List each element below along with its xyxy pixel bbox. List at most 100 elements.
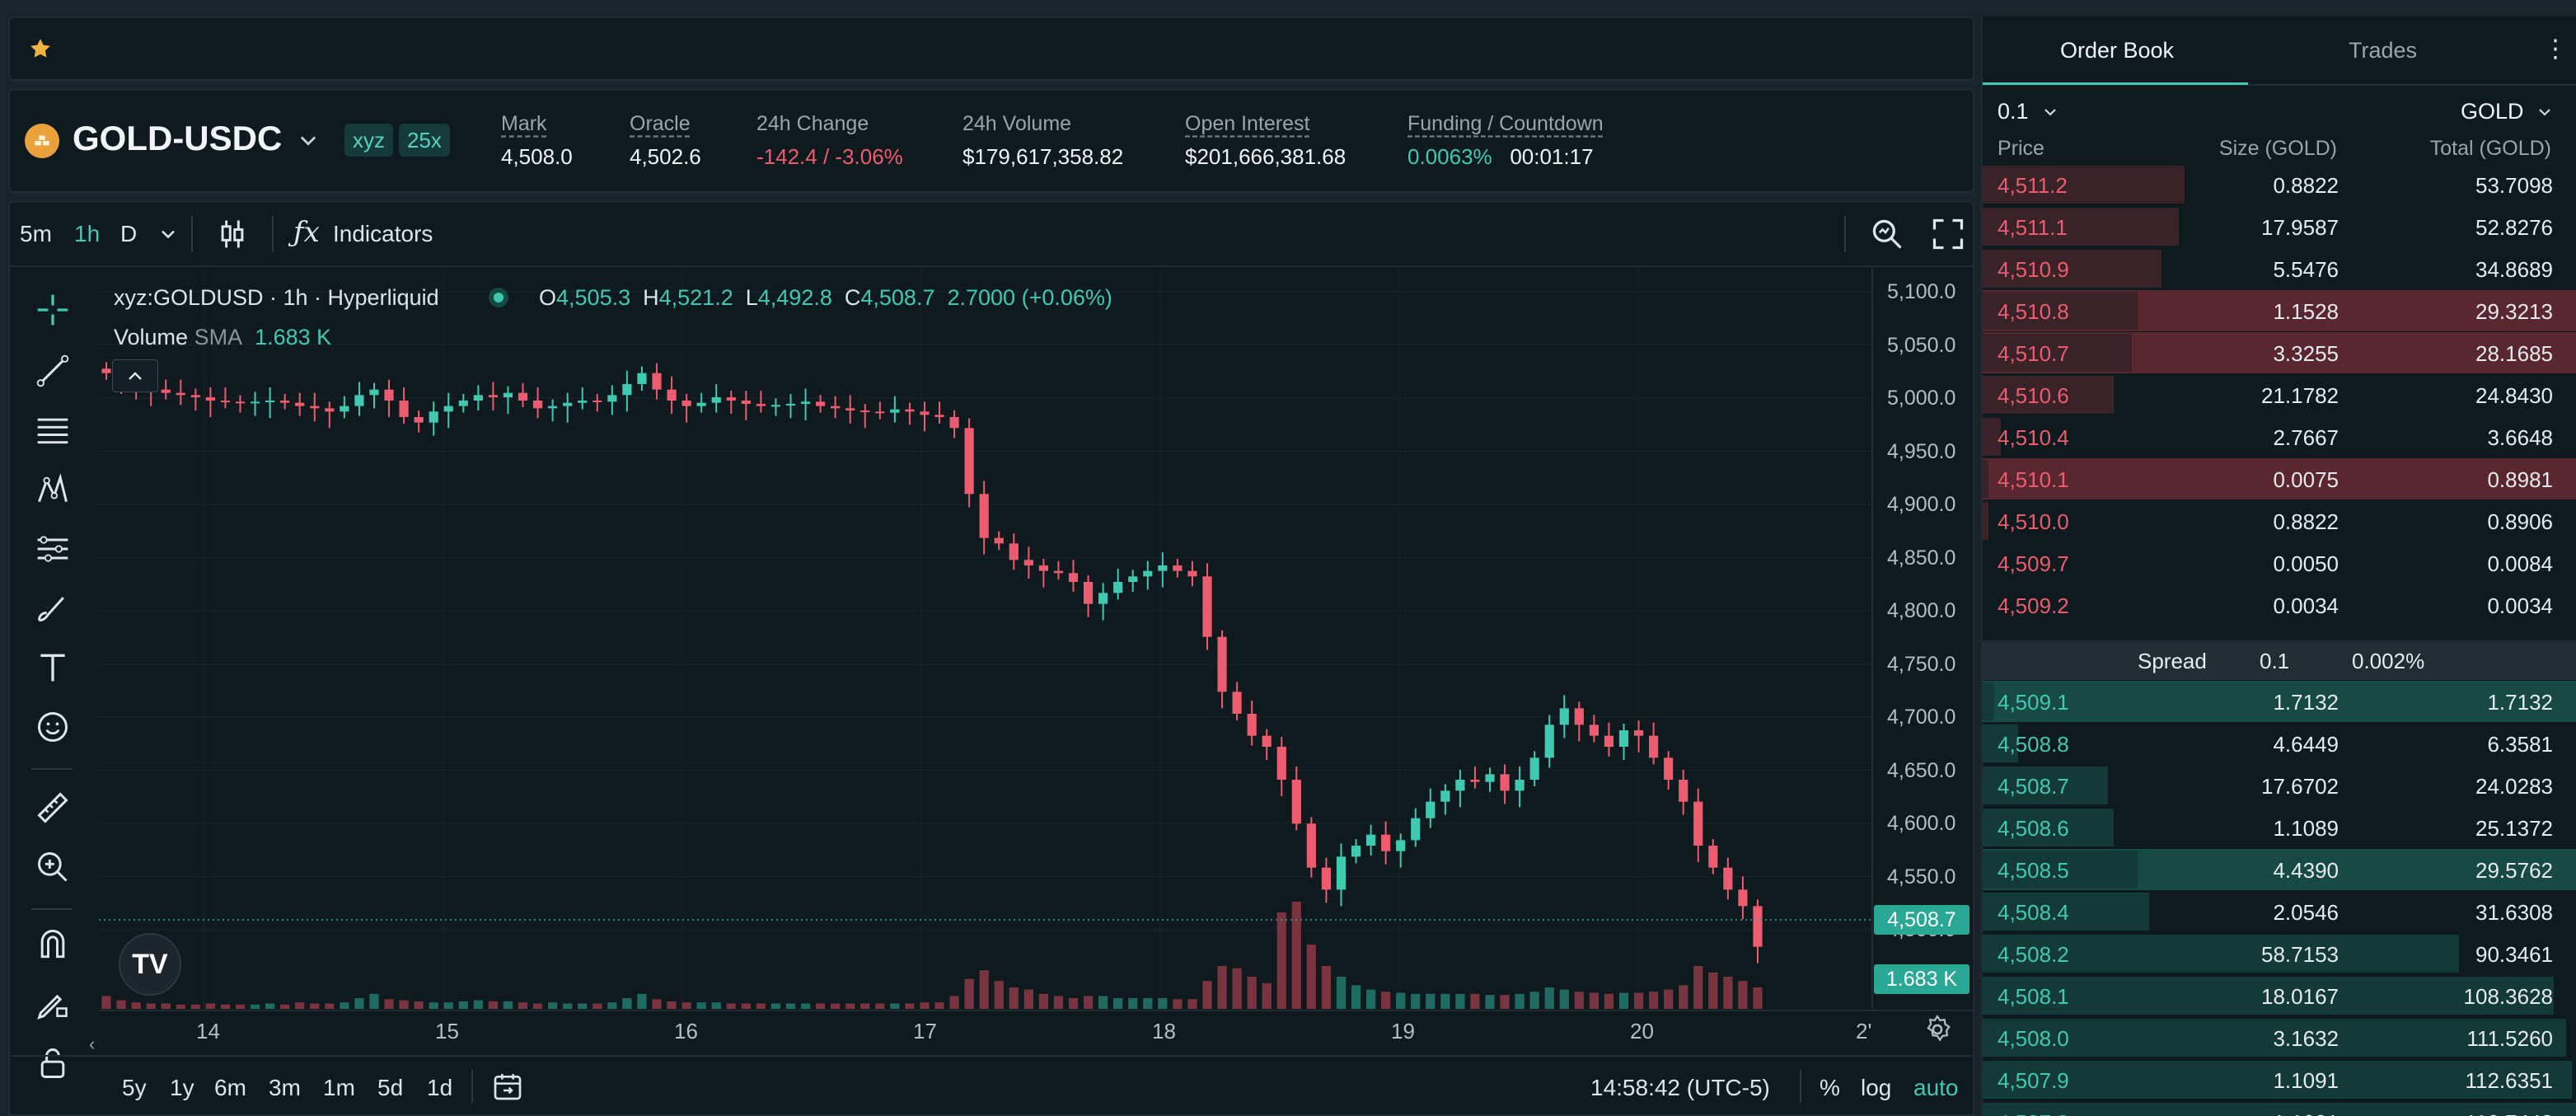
candle-body bbox=[1128, 576, 1138, 582]
tradingview-logo[interactable]: TV bbox=[119, 933, 181, 996]
candle-body bbox=[1158, 565, 1168, 571]
ask-row[interactable]: 4,510.0 0.8822 0.8906 bbox=[1983, 500, 2576, 542]
bid-row[interactable]: 4,508.7 17.6702 24.0283 bbox=[1983, 765, 2576, 806]
ask-row[interactable]: 4,511.1 17.9587 52.8276 bbox=[1983, 206, 2576, 247]
tab-trades[interactable]: Trades bbox=[2349, 38, 2418, 63]
toolbar-divider bbox=[191, 216, 193, 252]
gear-icon[interactable] bbox=[1922, 1014, 1953, 1045]
chevron-down-icon[interactable] bbox=[2535, 102, 2555, 122]
ask-row[interactable]: 4,510.8 1.1528 29.3213 bbox=[1983, 290, 2576, 331]
fullscreen-icon[interactable] bbox=[1930, 216, 1966, 252]
bid-row[interactable]: 4,508.5 4.4390 29.5762 bbox=[1983, 849, 2576, 890]
indicators-button[interactable]: Indicators bbox=[333, 221, 433, 246]
candle-body bbox=[1351, 846, 1361, 857]
market-pair[interactable]: GOLD-USDC bbox=[73, 119, 283, 157]
percent-scale-toggle[interactable]: % bbox=[1820, 1075, 1840, 1100]
bid-row[interactable]: 4,508.8 4.6449 6.3581 bbox=[1983, 723, 2576, 764]
pattern-icon[interactable] bbox=[35, 471, 71, 508]
ask-row[interactable]: 4,509.7 0.0050 0.0084 bbox=[1983, 542, 2576, 584]
range-6m[interactable]: 6m bbox=[214, 1075, 246, 1100]
tab-order-book[interactable]: Order Book bbox=[2060, 38, 2175, 63]
timeframe-5m[interactable]: 5m bbox=[20, 221, 52, 246]
bid-size: 4.6449 bbox=[2273, 732, 2339, 757]
timeframe-d[interactable]: D bbox=[120, 221, 138, 246]
range-1y[interactable]: 1y bbox=[170, 1075, 194, 1100]
range-1m[interactable]: 1m bbox=[323, 1075, 355, 1100]
bid-row[interactable]: 4,507.9 1.1091 112.6351 bbox=[1983, 1059, 2576, 1100]
ohlc-change: 2.7000 (+0.06%) bbox=[947, 285, 1112, 310]
ask-row[interactable]: 4,511.2 0.8822 53.7098 bbox=[1983, 164, 2576, 205]
ask-row[interactable]: 4,510.9 5.5476 34.8689 bbox=[1983, 248, 2576, 289]
chevron-down-icon[interactable] bbox=[297, 129, 320, 152]
ask-total: 24.8430 bbox=[2475, 383, 2553, 408]
ask-price: 4,510.1 bbox=[1998, 467, 2069, 492]
candle-body bbox=[1589, 724, 1599, 736]
candlestick-type-icon[interactable] bbox=[214, 216, 251, 252]
bid-row[interactable]: 4,509.1 1.7132 1.7132 bbox=[1983, 681, 2576, 722]
crosshair-icon[interactable] bbox=[35, 292, 71, 328]
chevron-down-icon[interactable] bbox=[157, 223, 180, 246]
brush-icon[interactable] bbox=[35, 590, 71, 626]
ask-row[interactable]: 4,510.1 0.0075 0.8981 bbox=[1983, 458, 2576, 499]
bid-row[interactable]: 4,507.8 1.1091 113.7442 bbox=[1983, 1101, 2576, 1116]
collapse-legend-button[interactable] bbox=[112, 359, 158, 392]
volume-bar bbox=[979, 970, 989, 1009]
calendar-range-icon[interactable] bbox=[491, 1070, 524, 1103]
function-icon[interactable]: ƒx bbox=[293, 216, 320, 249]
ask-row[interactable]: 4,510.4 2.7667 3.6648 bbox=[1983, 416, 2576, 457]
depth-bar bbox=[1983, 724, 2018, 762]
range-1d[interactable]: 1d bbox=[427, 1075, 453, 1100]
price-chart[interactable] bbox=[10, 203, 1973, 1109]
stat-open-interest: Open Interest $201,666,381.68 bbox=[1185, 112, 1346, 170]
emoji-icon[interactable] bbox=[35, 709, 71, 745]
stat-funding: Funding / Countdown 0.0063% 00:01:17 bbox=[1407, 112, 1604, 170]
bid-row[interactable]: 4,508.6 1.1089 25.1372 bbox=[1983, 807, 2576, 848]
trend-line-icon[interactable] bbox=[35, 353, 71, 389]
pencil-lock-icon[interactable] bbox=[35, 986, 71, 1022]
auto-scale-toggle[interactable]: auto bbox=[1913, 1075, 1959, 1100]
ask-row[interactable]: 4,509.2 0.0034 0.0034 bbox=[1983, 584, 2576, 626]
range-5y[interactable]: 5y bbox=[122, 1075, 147, 1100]
depth-bar bbox=[1983, 502, 1988, 540]
bid-row[interactable]: 4,508.2 58.7153 90.3461 bbox=[1983, 933, 2576, 974]
volume-bar bbox=[399, 1000, 409, 1009]
volume-bar bbox=[563, 1003, 573, 1009]
prediction-icon[interactable] bbox=[35, 531, 71, 567]
timeframe-1h[interactable]: 1h bbox=[74, 221, 101, 246]
candle-body bbox=[1306, 823, 1316, 868]
ohlc-open: 4,505.3 bbox=[556, 285, 631, 310]
magnifier-chart-icon[interactable] bbox=[1869, 216, 1905, 252]
column-total: Total (GOLD) bbox=[2429, 137, 2551, 160]
ask-row[interactable]: 4,510.7 3.3255 28.1685 bbox=[1983, 332, 2576, 373]
volume-bar bbox=[1098, 996, 1108, 1009]
ask-row[interactable]: 4,510.6 21.1782 24.8430 bbox=[1983, 374, 2576, 415]
bid-row[interactable]: 4,508.0 3.1632 111.5260 bbox=[1983, 1017, 2576, 1058]
bid-row[interactable]: 4,508.4 2.0546 31.6308 bbox=[1983, 891, 2576, 932]
volume-bar bbox=[1262, 982, 1272, 1009]
range-5d[interactable]: 5d bbox=[377, 1075, 404, 1100]
depth-bar bbox=[1983, 418, 2001, 456]
chart-clock[interactable]: 14:58:42 (UTC-5) bbox=[1590, 1075, 1770, 1100]
text-icon[interactable] bbox=[35, 649, 71, 686]
more-vertical-icon[interactable]: ⋮ bbox=[2543, 35, 2568, 63]
chevron-down-icon[interactable] bbox=[2040, 102, 2060, 122]
bid-row[interactable]: 4,508.1 18.0167 108.3628 bbox=[1983, 975, 2576, 1016]
bid-total: 111.5260 bbox=[2466, 1026, 2553, 1051]
stat-mark: Mark 4,508.0 bbox=[501, 112, 573, 170]
collapse-arrow-icon[interactable]: ‹ bbox=[89, 1034, 96, 1054]
volume-bar bbox=[1440, 993, 1450, 1009]
unit-select[interactable]: GOLD bbox=[2461, 99, 2524, 124]
range-3m[interactable]: 3m bbox=[269, 1075, 301, 1100]
magnet-icon[interactable] bbox=[35, 926, 71, 963]
candle-body bbox=[622, 384, 632, 396]
ruler-icon[interactable] bbox=[35, 790, 71, 826]
spread-row: Spread 0.1 0.002% bbox=[1983, 640, 2576, 680]
log-scale-toggle[interactable]: log bbox=[1861, 1075, 1892, 1100]
ask-price: 4,509.2 bbox=[1998, 593, 2069, 618]
zoom-in-icon[interactable] bbox=[35, 849, 71, 885]
candle-body bbox=[518, 392, 528, 401]
leverage-tag[interactable]: 25x bbox=[399, 124, 450, 157]
tick-size-select[interactable]: 0.1 bbox=[1998, 99, 2029, 124]
fib-lines-icon[interactable] bbox=[35, 412, 71, 448]
star-icon[interactable] bbox=[28, 36, 53, 61]
